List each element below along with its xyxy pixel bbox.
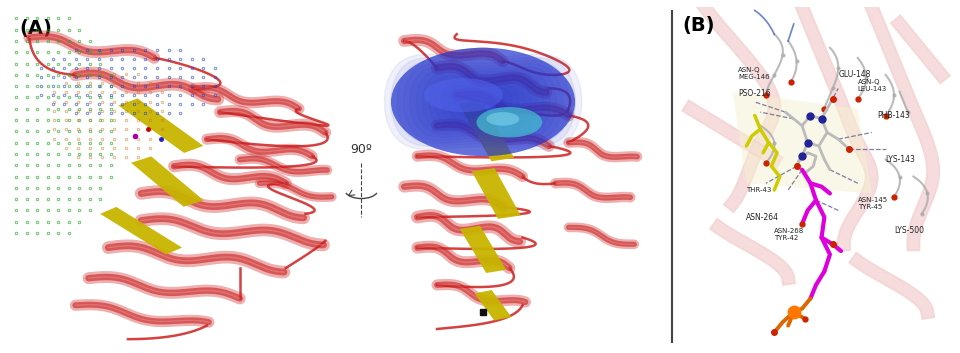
Polygon shape (131, 156, 204, 207)
Polygon shape (410, 67, 557, 137)
Text: ASN-Q
MEG-146: ASN-Q MEG-146 (738, 67, 770, 80)
Ellipse shape (391, 48, 575, 156)
Text: GLU-148: GLU-148 (838, 70, 871, 79)
Polygon shape (454, 88, 512, 116)
Polygon shape (384, 54, 582, 150)
Text: LYS-143: LYS-143 (885, 155, 916, 164)
Polygon shape (474, 290, 512, 321)
Polygon shape (118, 98, 204, 153)
Polygon shape (459, 100, 515, 161)
Text: 90º: 90º (350, 143, 372, 156)
Polygon shape (429, 76, 538, 128)
Polygon shape (460, 226, 506, 273)
Polygon shape (416, 70, 550, 134)
Polygon shape (448, 85, 518, 119)
Text: LYS-500: LYS-500 (894, 226, 924, 235)
Text: PSO-216: PSO-216 (738, 89, 771, 98)
Text: THR-43: THR-43 (747, 187, 772, 200)
Polygon shape (422, 73, 543, 131)
Text: ASN-268
TYR-42: ASN-268 TYR-42 (774, 228, 804, 241)
Text: ASN-264: ASN-264 (747, 213, 780, 222)
Text: ASN-145
TYR-45: ASN-145 TYR-45 (858, 197, 888, 210)
Ellipse shape (487, 112, 519, 126)
Text: (A): (A) (19, 19, 53, 38)
Ellipse shape (476, 107, 542, 138)
Polygon shape (391, 58, 575, 146)
Polygon shape (467, 94, 499, 110)
Text: ASN-Q
LEU-143: ASN-Q LEU-143 (858, 78, 887, 91)
Ellipse shape (424, 78, 503, 112)
Text: (B): (B) (683, 16, 715, 35)
Polygon shape (435, 79, 531, 125)
Polygon shape (403, 64, 563, 140)
Polygon shape (442, 82, 525, 122)
Polygon shape (473, 97, 492, 107)
Text: PHB-143: PHB-143 (877, 111, 910, 120)
Polygon shape (397, 60, 569, 143)
Ellipse shape (384, 34, 660, 333)
Polygon shape (732, 92, 872, 193)
Polygon shape (100, 207, 182, 255)
Polygon shape (461, 91, 506, 113)
Ellipse shape (23, 34, 325, 333)
Polygon shape (471, 168, 520, 219)
